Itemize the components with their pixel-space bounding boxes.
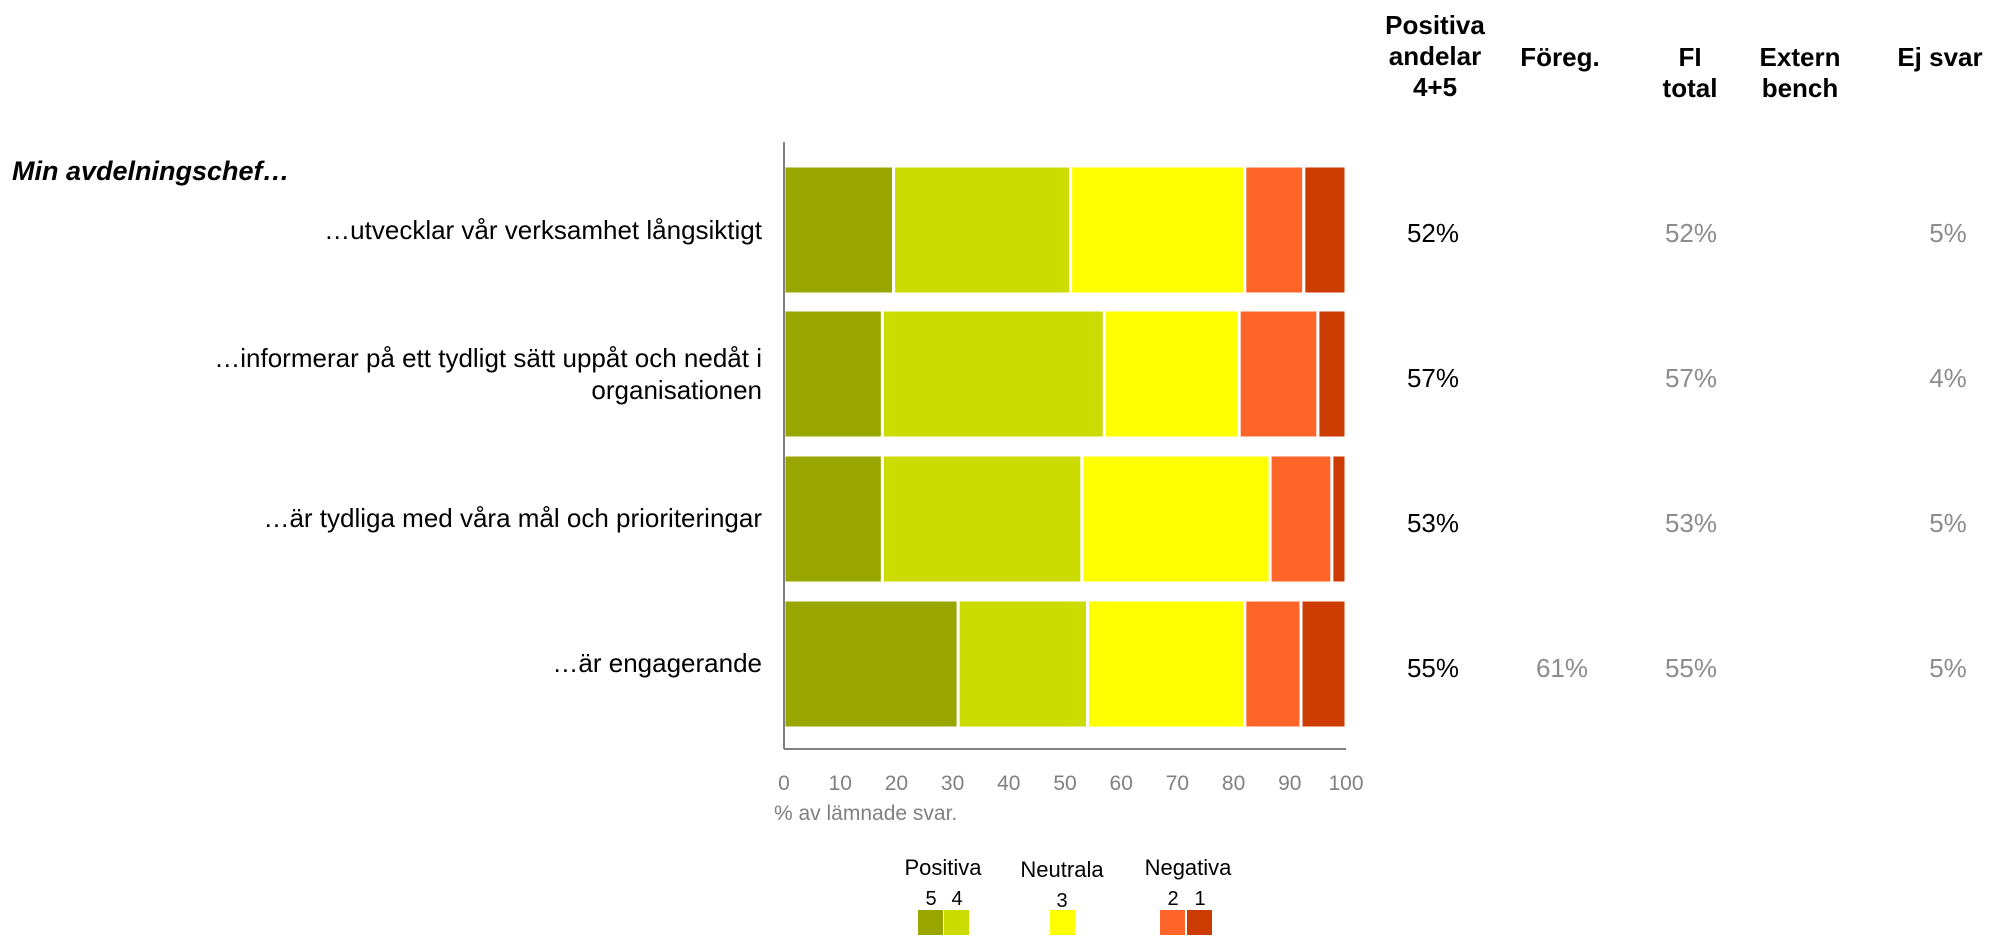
bar-segment-5 (782, 453, 884, 585)
header-foreg: Föreg. (1520, 42, 1600, 72)
x-axis-label: % av lämnade svar. (774, 802, 957, 825)
bar-segment-3 (1080, 453, 1272, 585)
section-title: Min avdelningschef… (12, 156, 290, 186)
x-tick-label: 30 (941, 772, 964, 795)
row-label-2: …informerar på ett tydligt sätt uppåt oc… (214, 343, 762, 405)
x-tick-label: 20 (885, 772, 908, 795)
bar-segment-2 (1243, 598, 1303, 730)
fi-total-value: 53% (1664, 508, 1718, 538)
x-tick-label: 60 (1110, 772, 1133, 795)
positiva-value: 57% (1406, 363, 1460, 393)
x-tick-label: 90 (1278, 772, 1301, 795)
ej-svar-value: 4% (1929, 363, 1967, 393)
bar-segment-2 (1243, 164, 1306, 296)
legend-group-title: Positiva (904, 855, 982, 880)
foreg-value: 61% (1535, 653, 1589, 683)
bar-segment-3 (1069, 164, 1247, 296)
header-positiva-andelar: Positiva andelar 4+5 (1385, 10, 1485, 102)
bar-segment-4 (892, 164, 1073, 296)
legend-item-label: 4 (951, 888, 963, 910)
header-ej-svar: Ej svar (1897, 42, 1983, 72)
ej-svar-value: 5% (1929, 653, 1967, 683)
legend-group-title: Negativa (1144, 855, 1232, 880)
x-tick-label: 0 (778, 772, 790, 795)
x-tick-label: 80 (1222, 772, 1245, 795)
legend-swatch-5 (918, 910, 943, 935)
bar-segment-2 (1268, 453, 1334, 585)
legend-item-label: 2 (1167, 888, 1179, 910)
x-tick-label: 70 (1166, 772, 1189, 795)
bar-segment-5 (782, 164, 896, 296)
legend-group-title: Neutrala (1020, 857, 1104, 882)
row-label-1: …utvecklar vår verksamhet långsiktigt (324, 215, 762, 245)
legend-item-label: 5 (925, 888, 937, 910)
positiva-value: 53% (1406, 508, 1460, 538)
bar-segment-1 (1299, 598, 1348, 730)
fi-total-value: 57% (1664, 363, 1718, 393)
legend-item-label: 1 (1194, 888, 1206, 910)
bar-segment-4 (956, 598, 1090, 730)
bar-segment-1 (1330, 453, 1348, 585)
header-fi-total: FI total (1662, 42, 1718, 103)
legend-swatch-3 (1050, 910, 1075, 935)
header-extern-bench: Extern bench (1759, 42, 1841, 103)
bar-segment-1 (1302, 164, 1348, 296)
fi-total-value: 52% (1664, 218, 1718, 248)
x-tick-label: 50 (1053, 772, 1076, 795)
x-tick-label: 40 (997, 772, 1020, 795)
bar-segment-3 (1086, 598, 1247, 730)
legend-swatch-1 (1187, 910, 1212, 935)
x-tick-label: 10 (829, 772, 852, 795)
legend-swatch-2 (1160, 910, 1185, 935)
legend-item-label: 3 (1056, 890, 1068, 912)
row-label-4: …är engagerande (552, 648, 762, 678)
bar-segment-2 (1237, 308, 1320, 440)
fi-total-value: 55% (1664, 653, 1718, 683)
legend-swatch-4 (944, 910, 969, 935)
row-label-3: …är tydliga med våra mål och prioriterin… (263, 503, 762, 533)
positiva-value: 55% (1406, 653, 1460, 683)
positiva-value: 52% (1406, 218, 1460, 248)
bar-segment-4 (880, 308, 1106, 440)
ej-svar-value: 5% (1929, 218, 1967, 248)
bar-segment-3 (1102, 308, 1241, 440)
bar-segment-4 (880, 453, 1084, 585)
bar-segment-5 (782, 308, 884, 440)
bar-segment-5 (782, 598, 960, 730)
ej-svar-value: 5% (1929, 508, 1967, 538)
bar-segment-1 (1316, 308, 1348, 440)
x-tick-label: 100 (1328, 772, 1363, 795)
